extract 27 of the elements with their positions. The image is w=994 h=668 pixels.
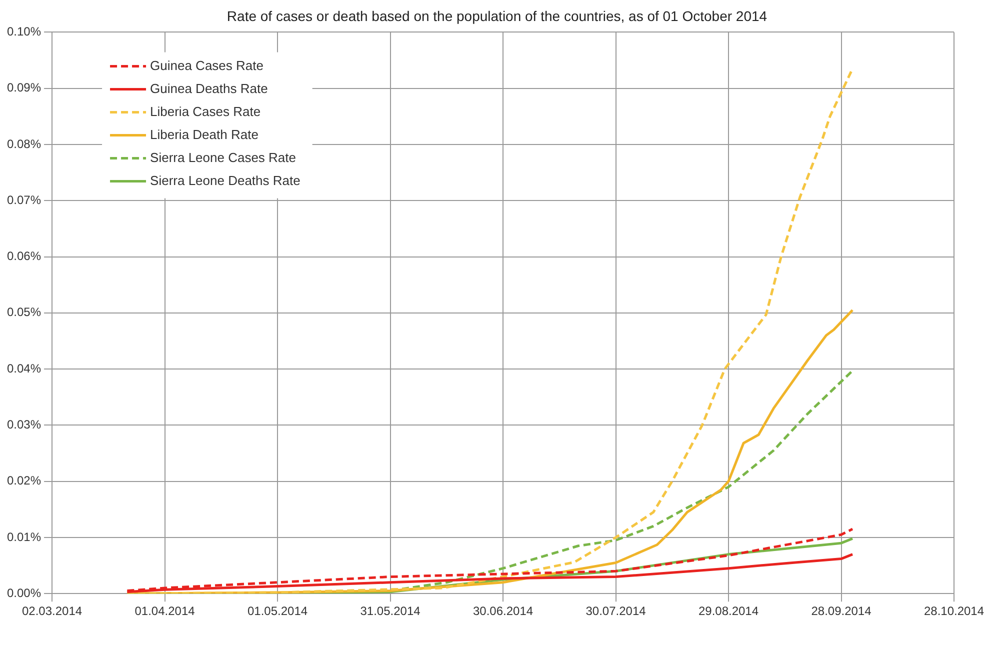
x-tick-label: 29.08.2014 [698,604,759,618]
x-tick-label: 01.05.2014 [247,604,308,618]
y-tick-label: 0.04% [6,361,42,376]
y-tick-label: 0.05% [6,305,42,320]
y-tick-label: 0.01% [6,530,42,544]
x-tick-label: 02.03.2014 [22,604,82,618]
legend-label: Guinea Cases Rate [150,58,264,73]
y-tick-label: 0.09% [6,80,42,95]
legend-label: Liberia Death Rate [150,126,258,142]
y-tick-label: 0.00% [6,586,42,600]
y-tick-label: 0.03% [6,417,42,432]
y-tick-label: 0.10% [6,24,42,39]
x-tick-label: 30.06.2014 [472,604,534,618]
chart-subtitle: Rate of cases or death based on the population of the countries, as of 01 October 2014 [226,8,768,24]
legend-label: Guinea Deaths Rate [150,80,268,96]
y-tick-label: 0.07% [6,192,42,207]
legend-label: Liberia Cases Rate [150,104,261,119]
y-tick-label: 0.08% [6,136,42,151]
x-tick-label: 01.04.2014 [134,604,196,618]
legend-label: Sierra Leone Deaths Rate [150,172,300,188]
y-tick-label: 0.06% [6,249,42,264]
y-tick-label: 0.02% [6,474,42,488]
legend-label: Sierra Leone Cases Rate [150,150,296,165]
x-tick-label: 30.07.2014 [586,604,646,618]
x-tick-label: 28.09.2014 [811,604,872,618]
x-tick-label: 28.10.2014 [924,604,984,618]
x-tick-label: 31.05.2014 [360,604,421,618]
